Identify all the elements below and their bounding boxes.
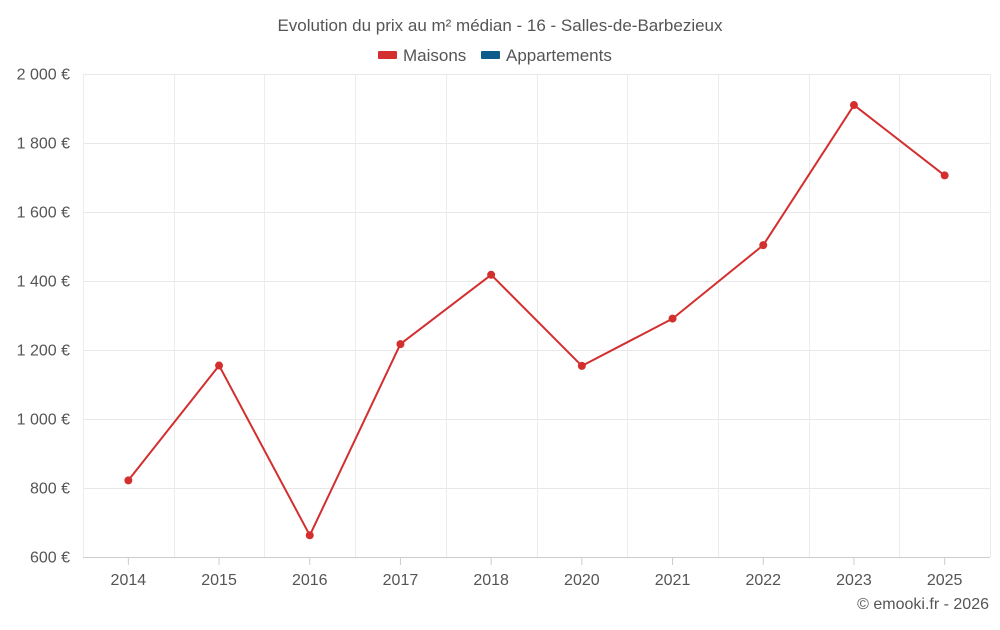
y-tick-label: 800 € <box>30 481 70 498</box>
x-tick-label: 2014 <box>111 572 147 589</box>
x-tick-label: 2025 <box>927 572 963 589</box>
y-tick-label: 2 000 € <box>17 67 70 84</box>
legend-swatch-maisons <box>378 51 397 59</box>
y-tick-label: 1 400 € <box>17 274 70 291</box>
y-tick-label: 1 000 € <box>17 412 70 429</box>
data-point-maisons[interactable] <box>668 314 677 323</box>
x-tick-label: 2017 <box>383 572 419 589</box>
x-tick-label: 2021 <box>655 572 691 589</box>
x-tick-label: 2016 <box>292 572 328 589</box>
data-point-maisons[interactable] <box>305 531 314 540</box>
legend-item-maisons[interactable]: Maisons <box>378 46 466 65</box>
y-tick-label: 1 600 € <box>17 205 70 222</box>
x-tick-label: 2018 <box>473 572 509 589</box>
x-tick-label: 2020 <box>564 572 600 589</box>
data-point-maisons[interactable] <box>940 171 949 180</box>
data-point-maisons[interactable] <box>849 101 858 110</box>
legend: Maisons Appartements <box>378 46 612 65</box>
y-tick-label: 600 € <box>30 550 70 567</box>
series-line-maisons <box>127 104 946 537</box>
data-point-maisons[interactable] <box>396 340 405 349</box>
legend-item-appartements[interactable]: Appartements <box>481 46 612 65</box>
y-tick-label: 1 200 € <box>17 343 70 360</box>
legend-label-appartements: Appartements <box>506 46 612 65</box>
x-tick-label: 2023 <box>836 572 872 589</box>
axes: 600 € 800 € 1 000 € 1 200 € 1 400 € 1 600 € 1 … <box>17 67 990 589</box>
data-point-maisons[interactable] <box>487 270 496 279</box>
series <box>124 101 949 540</box>
data-point-maisons[interactable] <box>215 361 224 370</box>
data-point-maisons[interactable] <box>124 476 133 485</box>
legend-label-maisons: Maisons <box>403 46 466 65</box>
data-point-maisons[interactable] <box>577 361 586 370</box>
chart-title: Evolution du prix au m² médian - 16 - Sa… <box>277 16 723 35</box>
x-tick-label: 2015 <box>201 572 237 589</box>
x-tick-label: 2022 <box>745 572 781 589</box>
data-point-maisons[interactable] <box>759 241 768 250</box>
y-tick-label: 1 800 € <box>17 136 70 153</box>
legend-swatch-appartements <box>481 51 500 59</box>
grid <box>83 74 991 557</box>
credit-text: © emooki.fr - 2026 <box>857 596 989 613</box>
